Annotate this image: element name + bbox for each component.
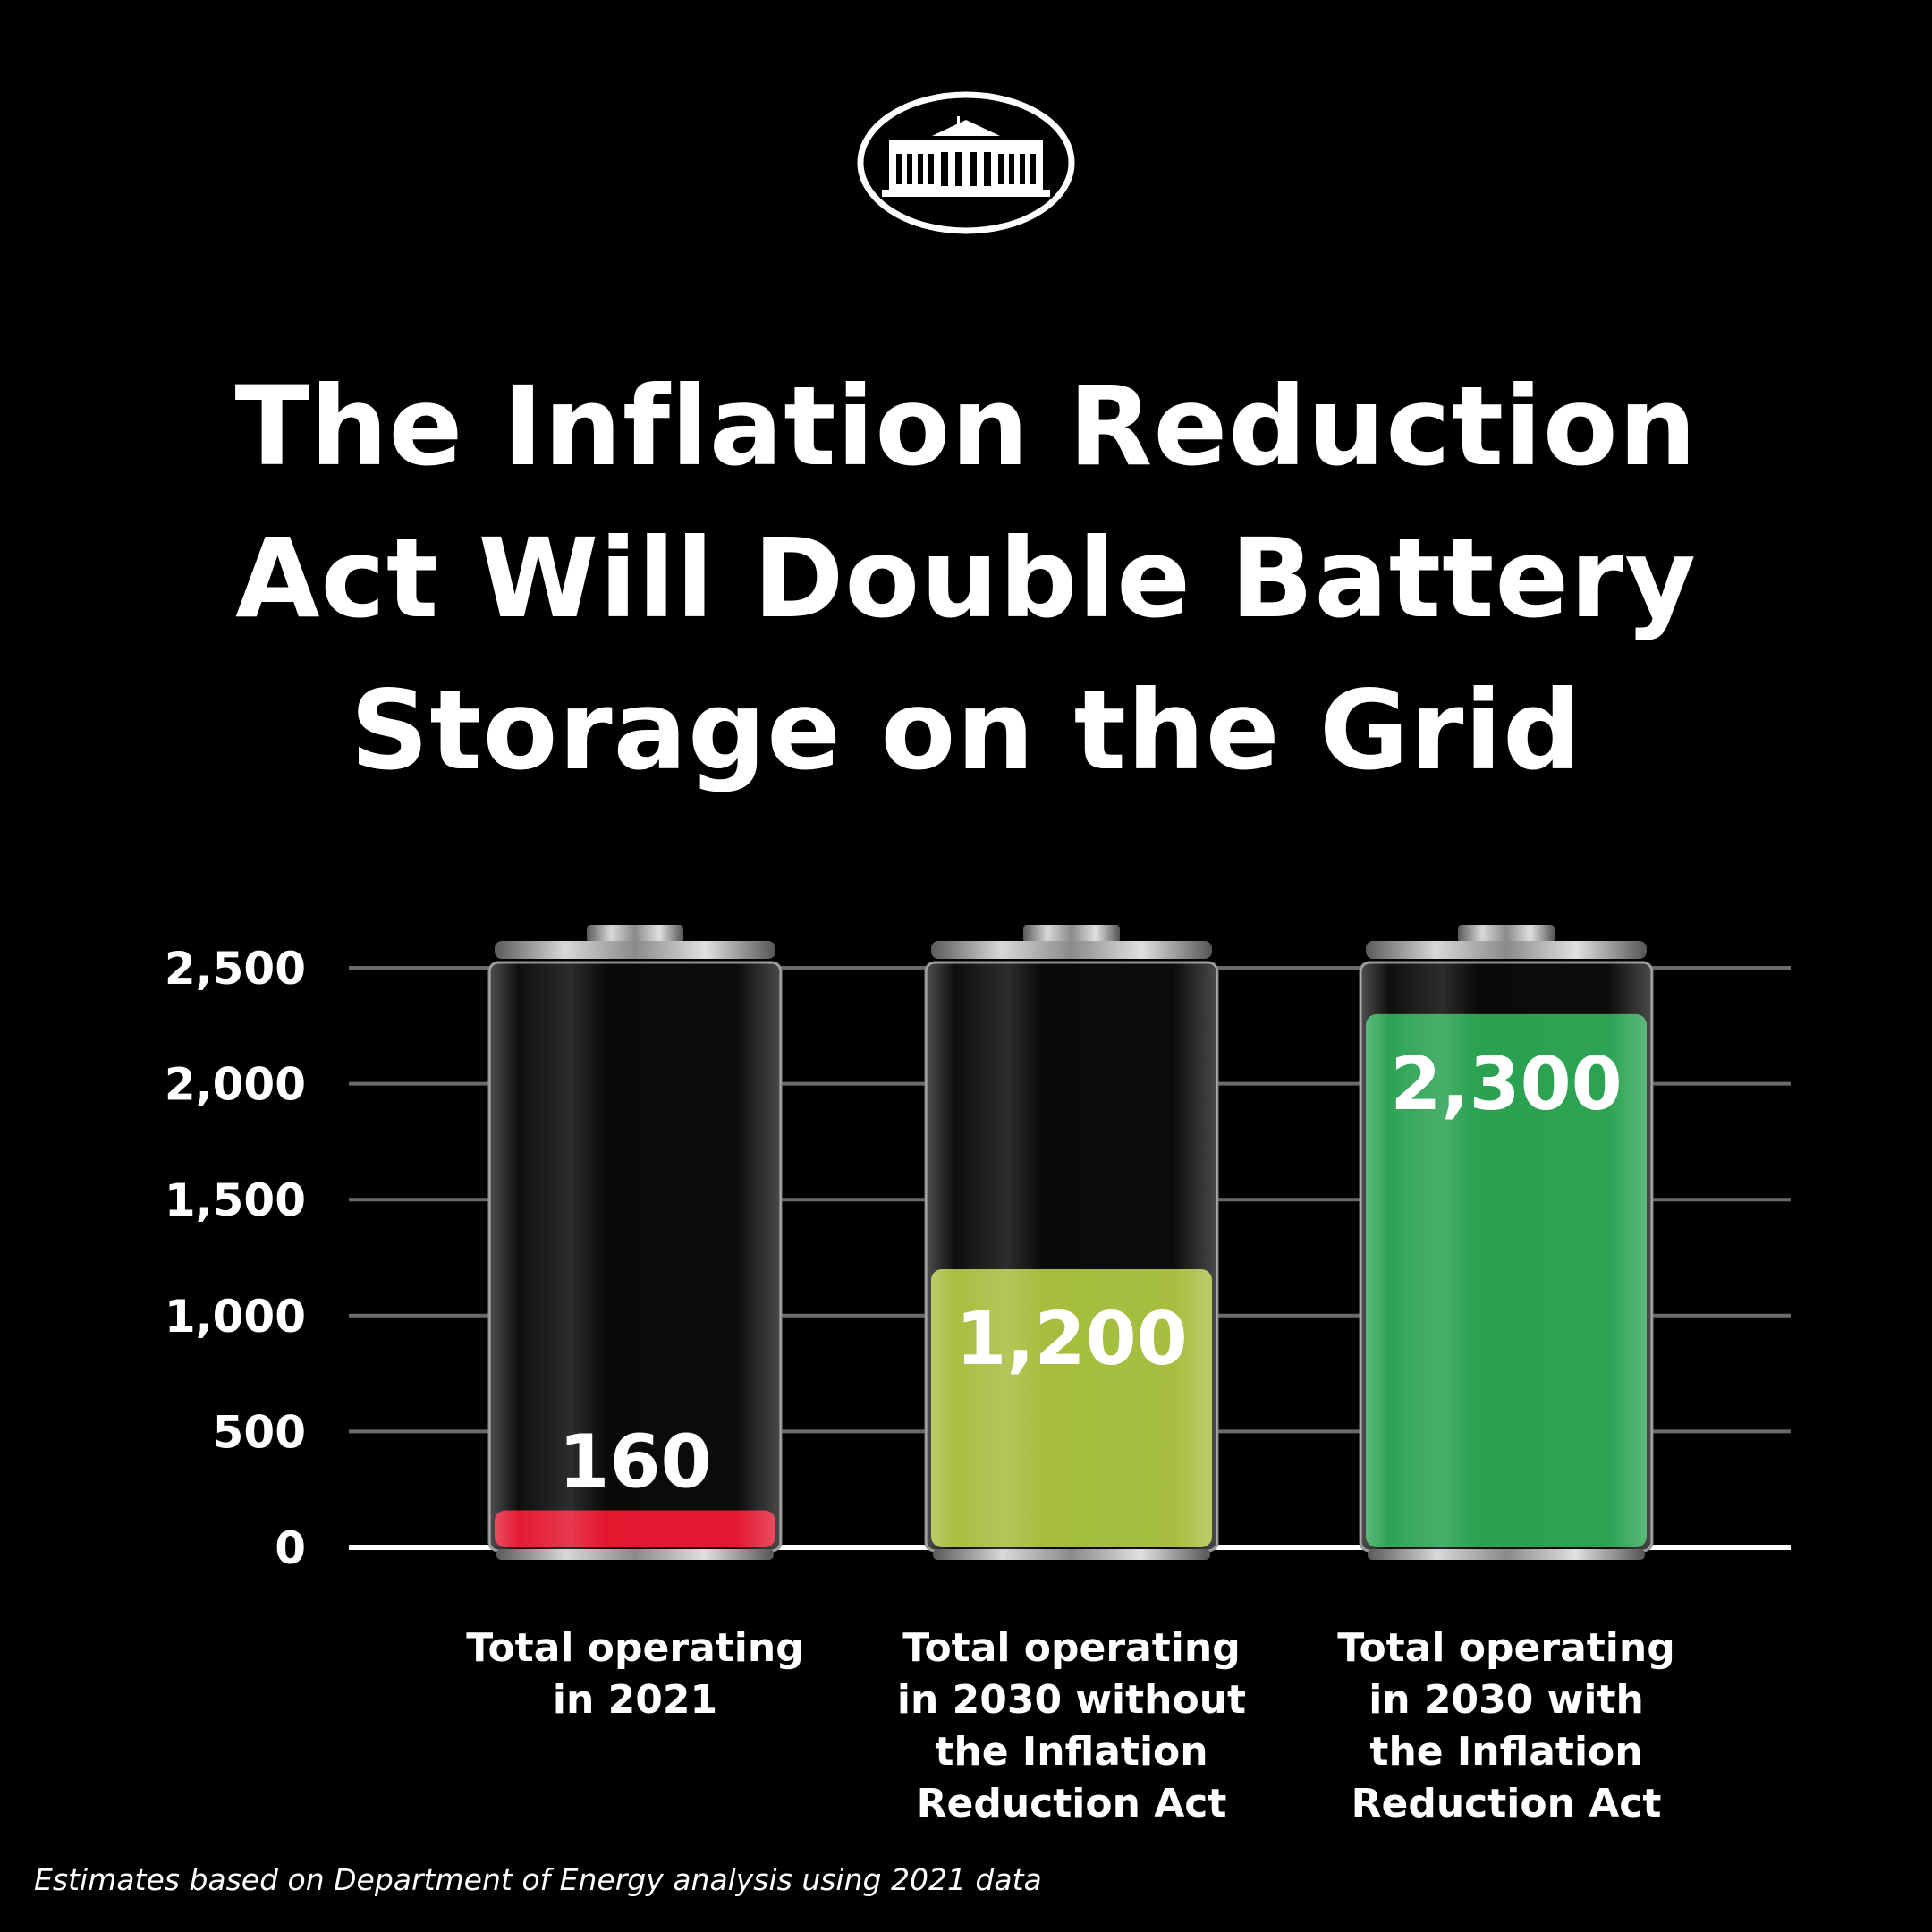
data-label: 2,300 (1390, 1042, 1622, 1127)
battery-glass (489, 962, 781, 1551)
category-label-line: in 2021 (553, 1677, 717, 1723)
battery-bar-chart: 0 500 1,000 1,500 2,000 2,500 160 1,200 2,300 T… (165, 925, 1791, 1826)
battery-terminal (1458, 925, 1555, 943)
battery-top-cap (931, 941, 1212, 959)
data-label: 160 (558, 1420, 711, 1505)
data-label: 1,200 (955, 1297, 1187, 1382)
category-label: Total operating in 2021 (466, 1625, 803, 1723)
category-label-line: Total operating (902, 1625, 1240, 1671)
battery-terminal (587, 925, 683, 943)
category-label-line: the Inflation (935, 1729, 1208, 1775)
y-tick-label: 2,500 (165, 943, 306, 995)
category-label-line: the Inflation (1369, 1729, 1642, 1775)
category-label-line: Reduction Act (1352, 1781, 1662, 1826)
category-label-line: Total operating (1337, 1625, 1674, 1671)
title-line: Storage on the Grid (350, 667, 1582, 794)
category-label: Total operating in 2030 without the Inflat… (897, 1625, 1246, 1826)
battery-terminal (1023, 925, 1120, 943)
y-tick-label: 0 (275, 1522, 306, 1574)
y-tick-label: 2,000 (165, 1059, 306, 1111)
battery-glass (926, 962, 1217, 1551)
battery-glass (1360, 962, 1652, 1551)
chart-title: The Inflation Reduction Act Will Double … (0, 351, 1932, 807)
title-line: The Inflation Reduction (234, 363, 1698, 490)
battery: 2,300 (1359, 925, 1654, 1560)
category-label-line: in 2030 without (897, 1677, 1246, 1723)
battery-top-cap (495, 941, 775, 959)
y-tick-label: 1,000 (165, 1291, 306, 1343)
y-tick-label: 500 (213, 1406, 306, 1458)
footnote: Estimates based on Department of Energy … (34, 1862, 1042, 1897)
battery-top-cap (1366, 941, 1647, 959)
battery-bottom-cap (1368, 1549, 1645, 1560)
category-label-line: Reduction Act (917, 1781, 1227, 1826)
battery-bottom-cap (496, 1549, 774, 1560)
category-label-line: Total operating (466, 1625, 803, 1671)
title-line: Act Will Double Battery (235, 515, 1697, 642)
battery: 1,200 (924, 925, 1219, 1560)
white-house-logo (857, 91, 1075, 234)
battery: 160 (487, 925, 783, 1560)
battery-bottom-cap (933, 1549, 1210, 1560)
category-label-line: in 2030 with (1368, 1677, 1644, 1723)
category-label: Total operating in 2030 with the Inflation… (1337, 1625, 1674, 1826)
y-tick-label: 1,500 (165, 1174, 306, 1226)
